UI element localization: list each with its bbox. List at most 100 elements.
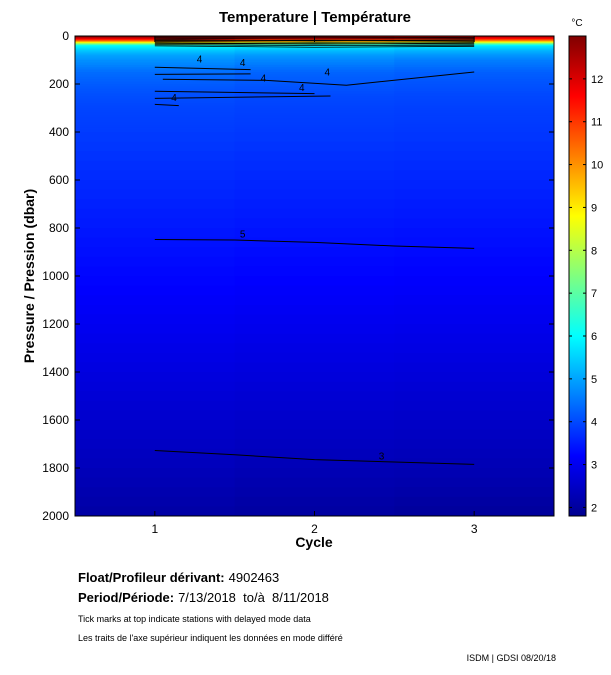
- heatmap-cell: [394, 352, 554, 363]
- heatmap-cell: [394, 91, 554, 95]
- heatmap-cell: [75, 105, 236, 109]
- heatmap-cell: [75, 362, 236, 373]
- contour-label: 4: [240, 58, 246, 69]
- colorbar-tick-label: 4: [591, 417, 597, 429]
- heatmap-cell: [234, 62, 395, 66]
- heatmap-cell: [234, 256, 395, 267]
- heatmap-cell: [394, 256, 554, 267]
- y-tick-label: 1000: [42, 269, 69, 283]
- heatmap-cell: [394, 237, 554, 248]
- heatmap-cell: [75, 410, 236, 421]
- heatmap-cell: [234, 228, 395, 239]
- heatmap-cell: [75, 93, 236, 97]
- heatmap-cell: [234, 91, 395, 95]
- heatmap-cell: [234, 122, 395, 126]
- heatmap-cell: [394, 391, 554, 402]
- heatmap-cell: [394, 67, 554, 71]
- heatmap-cell: [234, 67, 395, 71]
- heatmap-cell: [394, 141, 554, 152]
- heatmap-cell: [234, 429, 395, 440]
- heatmap-cell: [75, 108, 236, 111]
- heatmap-cell: [75, 180, 236, 191]
- heatmap-cell: [75, 120, 236, 123]
- y-tick-label: 1200: [42, 317, 69, 331]
- heatmap-cell: [75, 352, 236, 363]
- float-id-row: Float/Profileur dérivant: 4902463: [78, 570, 279, 585]
- delayed-mode-ticks: [154, 36, 475, 42]
- y-tick-label: 200: [49, 77, 69, 91]
- heatmap-cell: [75, 420, 236, 431]
- heatmap-cell: [75, 110, 236, 114]
- heatmap-cell: [234, 199, 395, 210]
- x-axis-ticks: 1 2 3: [151, 511, 478, 536]
- heatmap-cell: [234, 112, 395, 116]
- heatmap-cell: [394, 189, 554, 200]
- y-tick-label: 0: [62, 29, 69, 43]
- contour-line: [154, 103, 179, 107]
- heatmap-cell: [234, 304, 395, 315]
- heatmap-cell: [75, 199, 236, 210]
- heatmap-cell: [394, 122, 554, 126]
- heatmap-cell: [75, 477, 236, 488]
- heatmap-cell: [75, 324, 236, 335]
- colorbar-ticks: 2 3 4 5 6 7 8 9 10 11 12: [569, 74, 603, 514]
- heatmap-cell: [394, 324, 554, 335]
- period-value: 7/13/2018 to/à 8/11/2018: [178, 590, 329, 605]
- heatmap-cell: [394, 132, 554, 143]
- heatmap-cell: [234, 100, 395, 104]
- heatmap-cell: [394, 448, 554, 459]
- heatmap-cell: [75, 295, 236, 306]
- heatmap-cell: [75, 189, 236, 200]
- contour-line: [154, 41, 475, 43]
- heatmap-cell: [394, 343, 554, 354]
- heatmap-cell: [234, 160, 395, 171]
- heatmap-cell: [234, 117, 395, 121]
- heatmap-cell: [394, 115, 554, 119]
- heatmap-cell: [394, 439, 554, 450]
- note-french: Les traits de l'axe supérieur indiquent …: [78, 633, 343, 643]
- heatmap-cell: [75, 74, 236, 78]
- colorbar-tick-label: 3: [591, 460, 597, 472]
- heatmap-cell: [394, 81, 554, 85]
- contour-line: [154, 239, 475, 249]
- colorbar-unit: °C: [571, 18, 582, 29]
- x-tick-label: 3: [471, 522, 478, 536]
- y-tick-label: 1600: [42, 413, 69, 427]
- heatmap-cell: [75, 208, 236, 219]
- heatmap-cell: [234, 439, 395, 450]
- float-label: Float/Profileur dérivant:: [78, 570, 225, 585]
- heatmap-cell: [75, 439, 236, 450]
- heatmap-cell: [75, 69, 236, 73]
- contour-label: 4: [299, 83, 305, 94]
- heatmap-cell: [75, 276, 236, 287]
- heatmap-cell: [75, 468, 236, 479]
- heatmap-cell: [394, 112, 554, 116]
- contour-label: 4: [171, 93, 177, 104]
- heatmap-cell: [75, 79, 236, 83]
- heatmap-cell: [75, 256, 236, 267]
- heatmap-cell: [234, 285, 395, 296]
- heatmap-cell: [75, 333, 236, 344]
- heatmap-cell: [234, 64, 395, 68]
- heatmap-cell: [394, 228, 554, 239]
- heatmap-cell: [234, 189, 395, 200]
- heatmap-cell: [234, 98, 395, 102]
- contour-label: 4: [197, 54, 203, 65]
- heatmap-cell: [75, 81, 236, 85]
- heatmap-cell: [234, 247, 395, 258]
- heatmap-cell: [234, 93, 395, 97]
- heatmap-cell: [394, 160, 554, 171]
- heatmap-cell: [75, 122, 236, 126]
- heatmap-cell: [234, 477, 395, 488]
- heatmap-cell: [75, 129, 236, 133]
- heatmap-cell: [394, 96, 554, 99]
- heatmap-cell: [234, 448, 395, 459]
- heatmap-cell: [75, 372, 236, 383]
- heatmap-cell: [75, 86, 236, 90]
- heatmap-cell: [234, 487, 395, 498]
- heatmap-cell: [394, 304, 554, 315]
- heatmap-cell: [75, 124, 236, 128]
- heatmap-cell: [394, 76, 554, 80]
- heatmap-cell: [234, 103, 395, 107]
- heatmap-cell: [75, 487, 236, 498]
